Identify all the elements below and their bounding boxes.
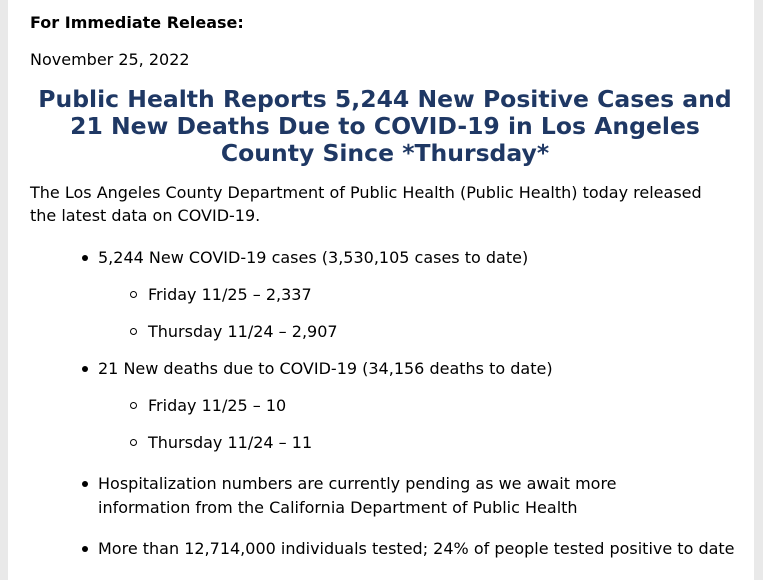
bullet-disc-icon [82, 546, 88, 552]
bullet-circle-icon [130, 439, 137, 446]
bullet-circle-icon [130, 402, 137, 409]
release-label: For Immediate Release: [30, 13, 244, 32]
bullet-circle-icon [130, 291, 137, 298]
list-item: More than 12,714,000 individuals tested;… [98, 539, 735, 558]
release-date: November 25, 2022 [30, 50, 190, 69]
bullet-disc-icon [82, 255, 88, 261]
list-item: 5,244 New COVID-19 cases (3,530,105 case… [98, 248, 529, 267]
list-item: 21 New deaths due to COVID-19 (34,156 de… [98, 359, 553, 378]
bullet-disc-icon [82, 366, 88, 372]
sub-list-item: Friday 11/25 – 10 [148, 396, 287, 415]
sub-list-item: Friday 11/25 – 2,337 [148, 285, 312, 304]
list-item: Hospitalization numbers are currently pe… [98, 474, 617, 517]
bullet-disc-icon [82, 481, 88, 487]
headline: Public Health Reports 5,244 New Positive… [38, 85, 732, 167]
sub-list-item: Thursday 11/24 – 2,907 [148, 322, 338, 341]
press-release-page: For Immediate Release: November 25, 2022… [8, 0, 754, 580]
bullet-circle-icon [130, 328, 137, 335]
intro-paragraph: The Los Angeles County Department of Pub… [30, 183, 702, 225]
sub-list-item: Thursday 11/24 – 11 [148, 433, 313, 452]
